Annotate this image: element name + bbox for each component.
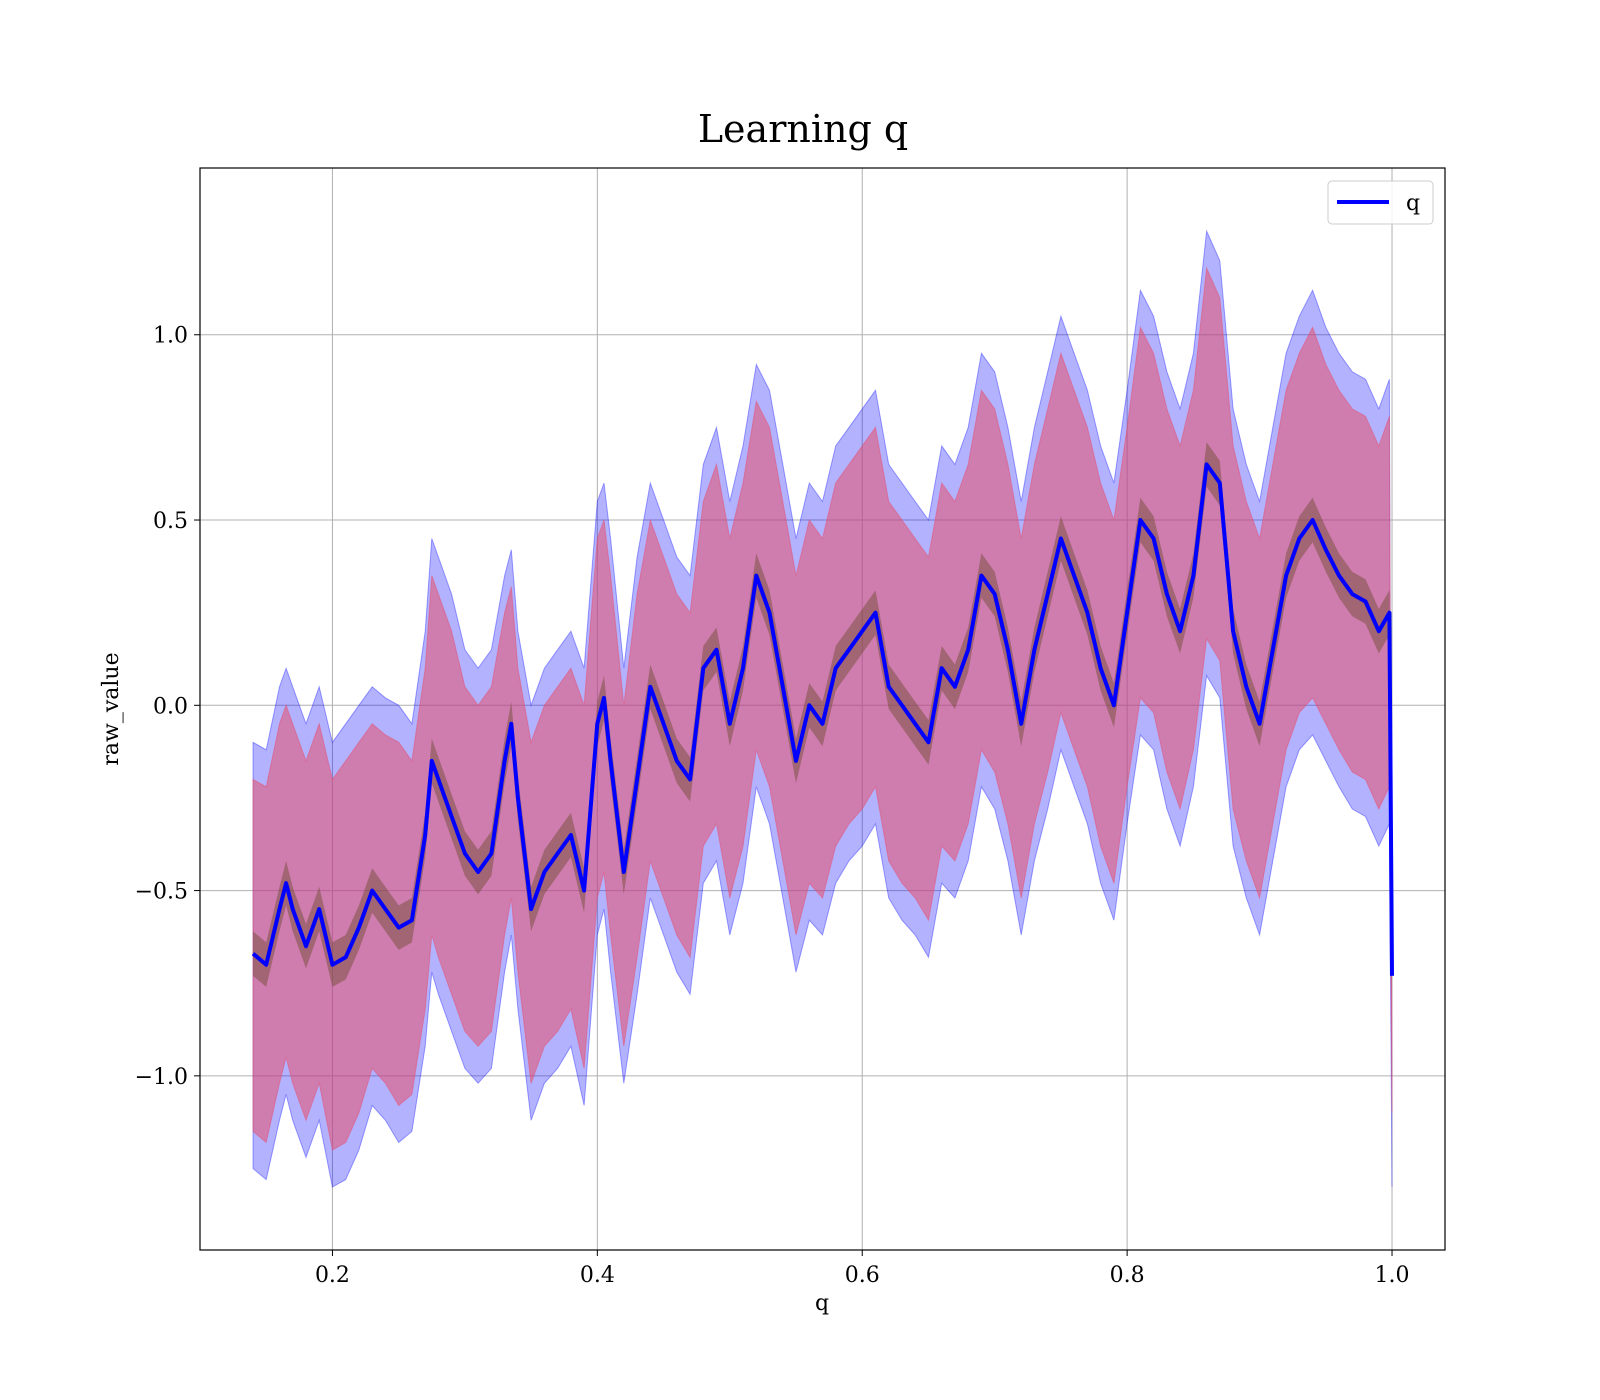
x-axis-label: q xyxy=(815,1291,829,1316)
q-line xyxy=(251,462,1394,976)
legend-label: q xyxy=(1406,191,1420,216)
bands xyxy=(252,229,1393,1188)
y-tick-label: 1.0 xyxy=(153,324,188,349)
x-tick-label: 0.8 xyxy=(1110,1263,1145,1288)
legend: q xyxy=(1327,180,1434,225)
series-lines xyxy=(251,462,1394,976)
y-tick-label: 0.0 xyxy=(153,694,188,719)
x-tick-label: 1.0 xyxy=(1375,1263,1410,1288)
x-tick-label: 0.2 xyxy=(315,1263,350,1288)
y-axis-label: raw_value xyxy=(99,652,124,765)
y-tick-label: −1.0 xyxy=(135,1065,188,1090)
y-tick-label: −0.5 xyxy=(135,880,188,905)
ticks: 0.2 0.4 0.6 0.8 1.0 −1.0 −0.5 0.0 0.5 1.0 xyxy=(135,324,1410,1288)
chart-title: Learning q xyxy=(698,107,908,151)
plot-frame xyxy=(199,167,1446,1251)
inner-band xyxy=(252,266,1393,1151)
y-tick-label: 0.5 xyxy=(153,509,188,534)
x-tick-label: 0.6 xyxy=(845,1263,880,1288)
x-tick-label: 0.4 xyxy=(580,1263,615,1288)
